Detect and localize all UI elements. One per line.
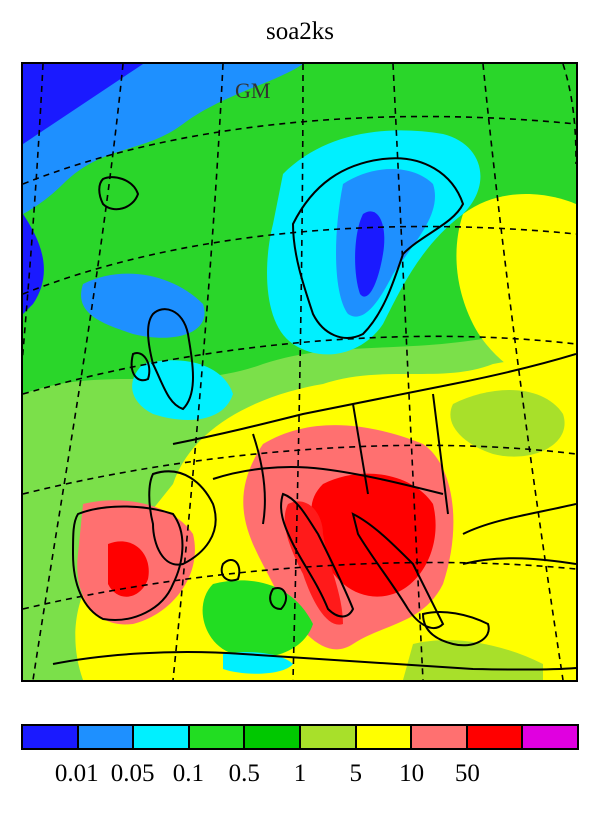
colorbar-segment — [245, 726, 301, 748]
colorbar-tick-label: 0.5 — [228, 760, 260, 787]
colorbar-segment — [523, 726, 577, 748]
concentration-map: GM — [21, 62, 578, 682]
map-label-gm: GM — [235, 78, 270, 103]
colorbar-segment — [189, 726, 246, 748]
colorbar-tick-label: 1 — [293, 760, 307, 787]
field-blue-atlantic — [81, 273, 205, 338]
colorbar-segment — [467, 726, 524, 748]
colorbar — [21, 724, 579, 750]
map-title: soa2ks — [265, 18, 335, 45]
colorbar-tick-label: 10 — [399, 760, 425, 787]
colorbar-tick-label: 5 — [349, 760, 363, 787]
graticule — [23, 64, 576, 680]
field-blue-north — [23, 64, 303, 214]
field-red-iberia — [108, 541, 149, 597]
field-red-italy — [284, 501, 343, 625]
field-cyan-med — [223, 652, 293, 674]
colorbar-segment — [300, 726, 357, 748]
coastlines — [52, 157, 576, 671]
field-lightgreen-east — [450, 390, 565, 457]
colorbar-tick-label: 0.05 — [110, 760, 155, 787]
colorbar-segment — [356, 726, 413, 748]
colorbar-segment — [78, 726, 135, 748]
colorbar-tick-label: 0.1 — [172, 760, 205, 787]
colorbar-segment — [412, 726, 468, 748]
field-red-balkans — [311, 473, 436, 597]
field-darkblue-nw — [23, 64, 143, 144]
colorbar-tick-label: 0.01 — [54, 760, 99, 787]
colorbar-segment — [134, 726, 190, 748]
colorbar-tick-label: 50 — [454, 760, 480, 787]
colorbar-segment — [23, 726, 79, 748]
field-darkblue-scandinavia — [355, 211, 385, 297]
field-yellow-ne — [456, 194, 576, 394]
